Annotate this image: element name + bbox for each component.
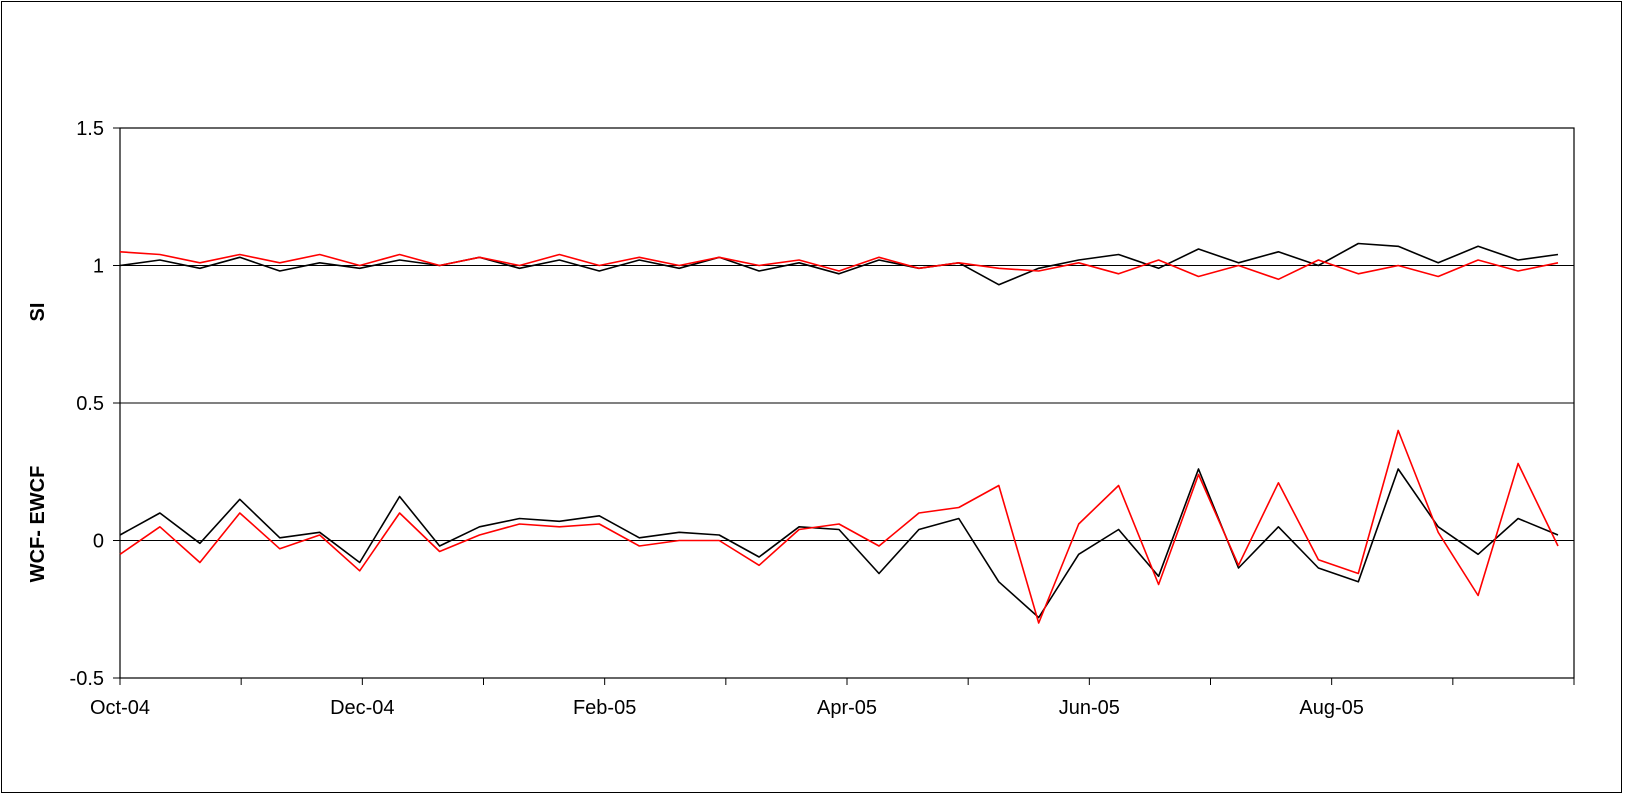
x-tick-label: Dec-04 [330,697,394,719]
x-tick-label: Aug-05 [1299,697,1364,719]
x-tick-label: Apr-05 [817,697,877,719]
series-layer [119,242,1559,624]
x-tick-label: Jun-05 [1059,697,1120,719]
x-axis: Oct-04 Dec-04 Feb-05 Apr-05 Jun-05 Aug-05 [90,678,1575,719]
series-line-3 [119,468,1559,619]
series-line-1 [119,242,1559,286]
y-tick-label: 1 [93,256,104,278]
y-axis-title-lower: WCF- EWCF [27,466,49,583]
y-tick-label: 0.5 [76,393,104,415]
x-tick-label: Feb-05 [573,697,636,719]
series-line-4 [119,429,1559,624]
series-line-2 [119,251,1559,281]
y-axis-title-upper: SI [27,303,49,322]
y-axis: -0.5 0 0.5 1 1.5 [70,118,120,690]
y-tick-label: -0.5 [70,668,104,690]
x-tick-label: Oct-04 [90,697,150,719]
y-tick-label: 1.5 [76,118,104,140]
reference-lines [120,265,1574,541]
y-tick-label: 0 [93,531,104,553]
